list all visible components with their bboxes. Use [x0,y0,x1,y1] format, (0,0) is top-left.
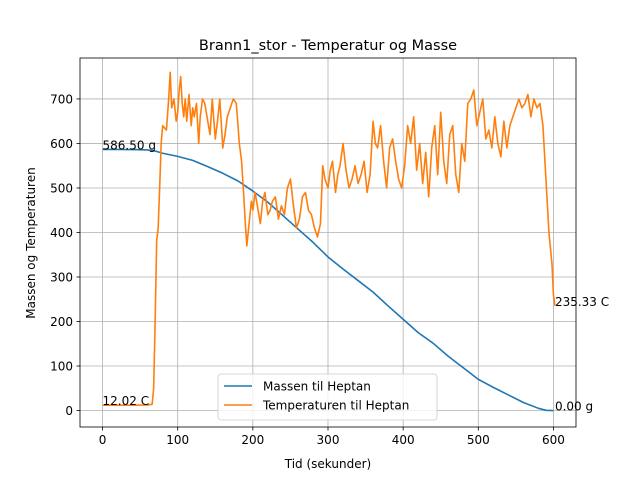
legend: Massen til Heptan Temperaturen til Heptan [217,373,438,421]
legend-entry: Temperaturen til Heptan [262,399,409,413]
series-layer [102,71,556,412]
x-tick-label: 0 [99,433,107,447]
y-tick-label: 600 [50,137,73,151]
y-tick-label: 0 [65,404,73,418]
annotation-label: 0.00 g [555,400,593,414]
x-tick-label: 500 [467,433,490,447]
y-axis-label: Massen og Temperaturen [24,167,38,318]
series-line-1 [102,71,556,406]
legend-entry: Massen til Heptan [263,380,371,394]
annotation-label: 586.50 g [103,138,156,152]
annotation-layer: 586.50 g 12.02 C 0.00 g 235.33 C [103,138,610,413]
x-tick-label: 200 [241,433,264,447]
y-tick-label: 700 [50,92,73,106]
y-tick-label: 300 [50,270,73,284]
y-tick-label: 100 [50,359,73,373]
x-tick-label: 300 [317,433,340,447]
series-line-0 [102,148,554,412]
chart-title: Brann1_stor - Temperatur og Masse [199,38,457,54]
annotation-label: 235.33 C [555,295,609,309]
y-tick-label: 200 [50,315,73,329]
legend-box [217,373,438,421]
y-axis-ticks: 0 100 200 300 400 500 600 700 [50,92,80,418]
annotation-label: 12.02 C [103,394,150,408]
x-tick-label: 600 [542,433,565,447]
y-tick-label: 500 [50,181,73,195]
x-tick-label: 400 [392,433,415,447]
y-tick-label: 400 [50,226,73,240]
x-tick-label: 100 [166,433,189,447]
x-axis-ticks: 0 100 200 300 400 500 600 [99,427,565,447]
x-axis-label: Tid (sekunder) [284,457,371,471]
